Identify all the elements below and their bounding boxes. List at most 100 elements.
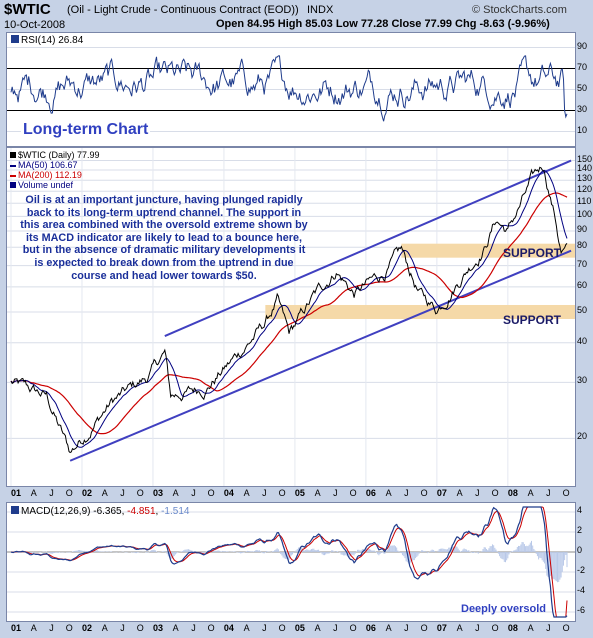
x-axis-upper-tick-label: O	[136, 488, 144, 498]
price-panel: $WTIC (Daily) 77.99 MA(50) 106.67 MA(200…	[6, 147, 576, 487]
x-axis-upper-tick-label: O	[562, 488, 570, 498]
legend-price-swatch	[10, 152, 16, 158]
support-label-upper: SUPPORT	[503, 246, 562, 260]
price-tick-label: 130	[577, 173, 593, 184]
x-axis-upper-tick-label: 01	[10, 488, 22, 498]
x-axis-upper-tick-label: A	[30, 488, 37, 498]
macd-tick-label: 2	[577, 525, 583, 535]
x-axis-upper-tick-label: J	[475, 488, 480, 498]
x-axis-lower-tick-label: O	[491, 623, 499, 633]
x-axis-lower-tick-label: J	[546, 623, 551, 633]
x-axis-upper-tick-label: O	[420, 488, 428, 498]
x-axis-lower-tick-label: J	[120, 623, 125, 633]
macd-tick-label: 0	[577, 545, 583, 555]
price-tick-label: 90	[577, 223, 588, 234]
x-axis-upper-tick-label: 08	[507, 488, 518, 498]
x-axis-lower-tick-label: A	[456, 623, 463, 633]
legend-volume: Volume undef	[10, 180, 100, 190]
price-tick-label: 30	[577, 375, 588, 386]
x-axis-lower-tick-label: 02	[81, 623, 92, 633]
macd-label: MACD(12,26,9) -6.365, -4.851, -1.514	[11, 506, 189, 517]
price-tick-label: 80	[577, 240, 588, 251]
long-term-chart-title: Long-term Chart	[21, 121, 151, 139]
x-axis-lower-tick-label: 08	[507, 623, 518, 633]
price-tick-label: 20	[577, 431, 588, 442]
x-axis-upper-tick-label: J	[404, 488, 409, 498]
legend-ma200: MA(200) 112.19	[10, 170, 100, 180]
x-axis-upper-tick-label: 06	[365, 488, 376, 498]
x-axis-upper-tick-label: 03	[152, 488, 163, 498]
x-axis-upper-tick-label: 02	[81, 488, 92, 498]
support-band	[401, 243, 575, 258]
rsi-label: RSI(14) 26.84	[11, 35, 83, 46]
legend-volume-text: Volume undef	[18, 180, 74, 190]
x-axis-lower-tick-label: J	[262, 623, 267, 633]
legend-ma50: MA(50) 106.67	[10, 160, 100, 170]
rsi-tick-label: 30	[577, 103, 588, 114]
x-axis-upper-tick-label: J	[49, 488, 54, 498]
legend-ma50-text: MA(50) 106.67	[18, 160, 78, 170]
x-axis-lower-tick-label: A	[385, 623, 392, 633]
x-axis-upper-tick-label: O	[491, 488, 499, 498]
macd-tick-label: -4	[577, 585, 586, 595]
x-axis-upper-tick-label: A	[101, 488, 108, 498]
chart-description: (Oil - Light Crude - Continuous Contract…	[67, 4, 299, 16]
macd-tick-label: 4	[577, 505, 583, 515]
x-axis-lower-tick-label: O	[349, 623, 357, 633]
legend-ma50-swatch	[10, 164, 16, 167]
macd-panel: MACD(12,26,9) -6.365, -4.851, -1.514 Dee…	[6, 502, 576, 622]
chart-date: 10-Oct-2008	[4, 19, 66, 31]
support-label-lower: SUPPORT	[503, 313, 562, 327]
chart-symbol: $WTIC	[4, 1, 51, 18]
price-tick-label: 60	[577, 279, 588, 290]
x-axis-upper-tick-label: A	[527, 488, 534, 498]
x-axis-lower-tick-label: J	[191, 623, 196, 633]
x-axis-upper-tick-label: J	[262, 488, 267, 498]
rsi-tick-label: 90	[577, 40, 588, 51]
price-tick-label: 70	[577, 258, 588, 269]
macd-hist-value: -1.514	[161, 506, 190, 517]
macd-tick-label: -6	[577, 605, 586, 615]
rsi-legend-text: RSI(14) 26.84	[21, 35, 84, 46]
x-axis-lower-tick-label: O	[278, 623, 286, 633]
x-axis-lower-tick-label: A	[101, 623, 108, 633]
price-tick-label: 120	[577, 184, 593, 195]
x-axis-lower-tick-label: J	[404, 623, 409, 633]
macd-label-prefix: MACD(12,26,9)	[21, 506, 91, 517]
x-axis-lower-tick-label: 01	[10, 623, 22, 633]
price-tick-label: 40	[577, 335, 588, 346]
x-axis-lower-tick-label: 06	[365, 623, 376, 633]
x-axis-upper-tick-label: A	[243, 488, 250, 498]
x-axis-upper-tick-label: J	[546, 488, 551, 498]
channel-lower-line	[69, 249, 572, 462]
rsi-tick-label: 70	[577, 61, 588, 72]
x-axis-lower-tick-label: A	[527, 623, 534, 633]
legend-ma200-text: MA(200) 112.19	[18, 170, 82, 180]
macd-signal-value: -4.851	[127, 506, 156, 517]
x-axis-upper: 01 A J O 02 A J O 03 A J O 04 A J O 05 A J O 06 A J O 07 A J O 08 A J O	[6, 487, 576, 501]
rsi-legend-icon	[11, 35, 19, 43]
x-axis-lower-tick-label: 05	[294, 623, 305, 633]
x-axis-upper-tick-label: J	[120, 488, 125, 498]
x-axis-lower-tick-label: A	[314, 623, 321, 633]
watermark: © StockCharts.com	[472, 4, 567, 16]
x-axis-upper-tick-label: A	[456, 488, 463, 498]
legend-price: $WTIC (Daily) 77.99	[10, 150, 100, 160]
x-axis-upper-tick-label: 04	[223, 488, 234, 498]
macd-value: -6.365	[93, 506, 122, 517]
x-axis-upper-tick-label: A	[314, 488, 321, 498]
price-tick-label: 50	[577, 304, 588, 315]
legend-ma200-swatch	[10, 174, 16, 177]
ohlc-readout: Open 84.95 High 85.03 Low 77.28 Close 77…	[216, 18, 550, 30]
rsi-line	[10, 55, 568, 122]
x-axis-upper-tick-label: O	[278, 488, 286, 498]
x-axis-upper-tick-label: A	[172, 488, 179, 498]
x-axis-lower-tick-label: O	[562, 623, 570, 633]
commentary-text: Oil is at an important juncture, having …	[20, 194, 308, 282]
x-axis-upper-tick-label: O	[65, 488, 73, 498]
x-axis-lower-tick-label: O	[65, 623, 73, 633]
x-axis-lower-tick-label: J	[49, 623, 54, 633]
x-axis-lower-tick-label: 07	[436, 623, 447, 633]
x-axis-upper-tick-label: 05	[294, 488, 305, 498]
x-axis-lower-tick-label: A	[30, 623, 37, 633]
